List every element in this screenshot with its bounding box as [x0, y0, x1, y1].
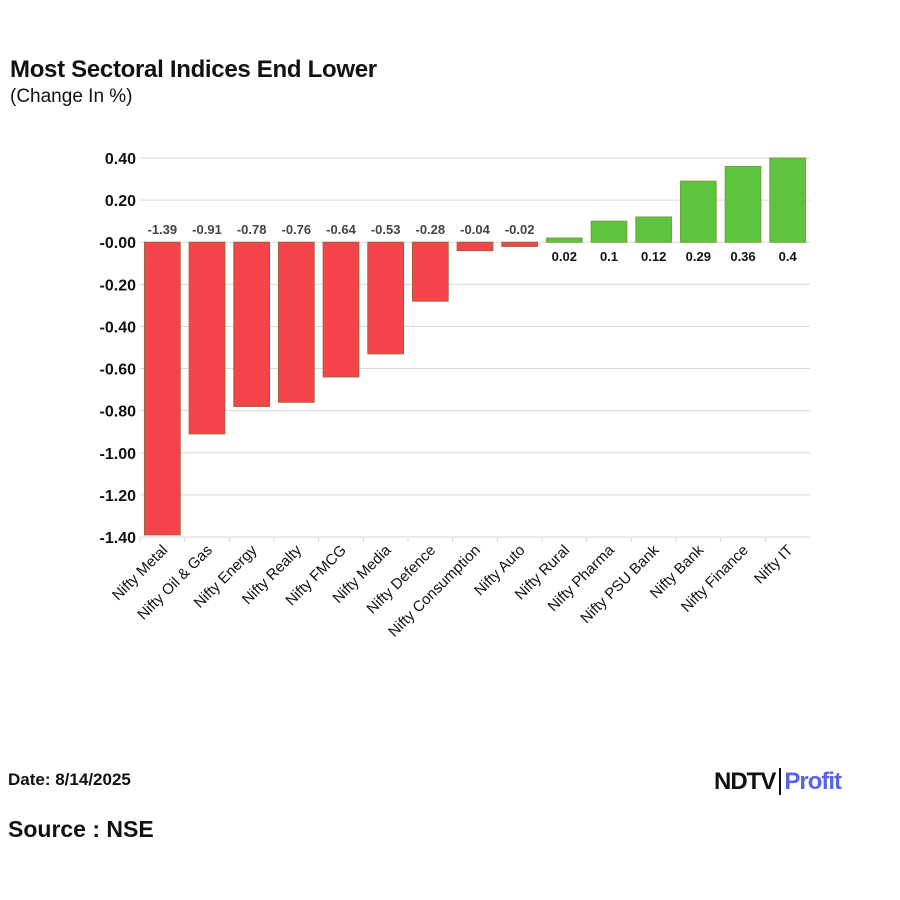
data-label: -1.39	[148, 222, 178, 237]
bar	[233, 241, 271, 407]
data-label: 0.29	[686, 249, 711, 264]
ndtv-profit-logo: NDTV Profit	[714, 768, 842, 795]
data-label: 0.36	[730, 249, 755, 264]
bar	[501, 241, 539, 247]
source-label: Source : NSE	[8, 816, 154, 842]
y-tick-label: -0.40	[100, 319, 137, 336]
bar	[590, 220, 628, 243]
bar	[322, 241, 360, 378]
y-tick-label: -1.40	[100, 530, 137, 547]
bar	[724, 165, 762, 243]
y-tick-label: 0.20	[105, 193, 136, 210]
bar	[545, 237, 583, 243]
bar	[277, 241, 315, 403]
data-label: -0.28	[416, 222, 446, 237]
bar	[411, 241, 449, 302]
y-tick-label: -0.80	[100, 404, 137, 421]
data-label: -0.53	[371, 222, 401, 237]
data-label: 0.02	[552, 249, 577, 264]
data-label: 0.12	[641, 249, 666, 264]
bar	[769, 157, 807, 243]
data-label: 0.4	[779, 249, 798, 264]
bar	[679, 180, 717, 243]
data-label: 0.1	[600, 249, 618, 264]
x-tick-label: Nifty IT	[751, 542, 797, 588]
y-tick-label: -0.60	[100, 362, 137, 379]
y-tick-label: -0.20	[100, 277, 137, 294]
data-label: -0.78	[237, 222, 267, 237]
bar	[456, 241, 494, 252]
y-tick-label: -1.00	[100, 446, 137, 463]
data-label: -0.91	[192, 222, 222, 237]
bar	[635, 216, 673, 243]
chart-subtitle: (Change In %)	[10, 86, 133, 107]
data-label: -0.64	[326, 222, 356, 237]
x-tick-label: Nifty PSU Bank	[577, 541, 662, 626]
bar	[143, 241, 181, 536]
data-label: -0.02	[505, 222, 535, 237]
bar	[367, 241, 405, 355]
bar	[188, 241, 226, 435]
date-label: Date: 8/14/2025	[8, 770, 131, 789]
chart-title: Most Sectoral Indices End Lower	[10, 56, 377, 83]
data-label: -0.76	[282, 222, 312, 237]
y-tick-label: 0.40	[105, 151, 136, 168]
y-tick-label: -1.20	[100, 488, 137, 505]
data-label: -0.04	[460, 222, 490, 237]
y-tick-label: -0.00	[100, 235, 137, 252]
